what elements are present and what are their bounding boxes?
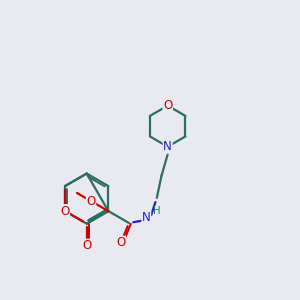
Text: N: N [163, 140, 172, 153]
Text: O: O [82, 239, 91, 252]
Text: H: H [153, 206, 160, 216]
Text: O: O [86, 195, 96, 208]
Text: O: O [60, 205, 70, 218]
Text: N: N [142, 211, 151, 224]
Text: O: O [163, 99, 172, 112]
Text: O: O [116, 236, 126, 249]
